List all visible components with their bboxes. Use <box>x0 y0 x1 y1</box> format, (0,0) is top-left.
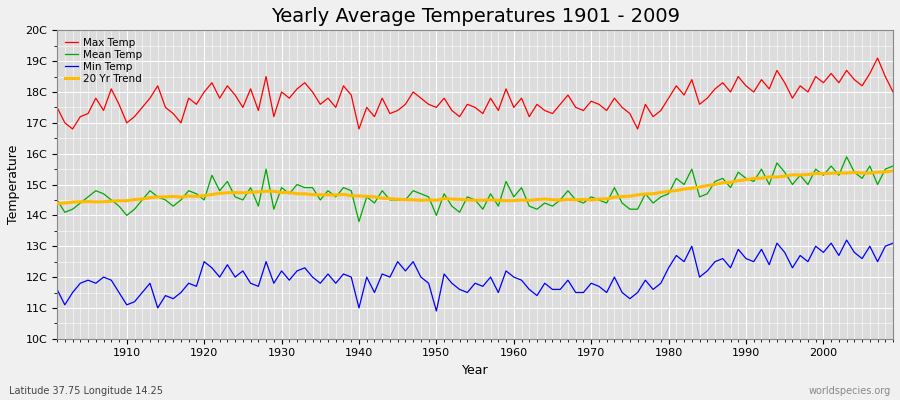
Min Temp <box>609 275 620 280</box>
Min Temp <box>51 287 62 292</box>
Line: Min Temp: Min Temp <box>57 240 893 311</box>
Mean Temp <box>354 219 364 224</box>
Line: Mean Temp: Mean Temp <box>57 157 893 222</box>
20 Yr Trend <box>113 198 124 203</box>
Max Temp <box>122 120 132 125</box>
Max Temp <box>51 105 62 110</box>
Min Temp <box>284 278 294 282</box>
20 Yr Trend <box>887 168 898 173</box>
Text: Latitude 37.75 Longitude 14.25: Latitude 37.75 Longitude 14.25 <box>9 386 163 396</box>
Max Temp <box>292 86 302 91</box>
Max Temp <box>516 96 526 100</box>
Max Temp <box>887 90 898 94</box>
20 Yr Trend <box>601 196 612 201</box>
Min Temp <box>508 275 519 280</box>
Min Temp <box>516 278 526 282</box>
20 Yr Trend <box>330 192 341 197</box>
Mean Temp <box>516 185 526 190</box>
Title: Yearly Average Temperatures 1901 - 2009: Yearly Average Temperatures 1901 - 2009 <box>271 7 680 26</box>
20 Yr Trend <box>51 201 62 206</box>
Mean Temp <box>887 164 898 168</box>
Text: worldspecies.org: worldspecies.org <box>809 386 891 396</box>
Mean Temp <box>609 185 620 190</box>
Max Temp <box>508 105 519 110</box>
20 Yr Trend <box>284 190 294 195</box>
Line: Max Temp: Max Temp <box>57 58 893 129</box>
Min Temp <box>113 290 124 295</box>
Max Temp <box>872 56 883 60</box>
Mean Temp <box>842 154 852 159</box>
20 Yr Trend <box>500 198 511 203</box>
Y-axis label: Temperature: Temperature <box>7 145 20 224</box>
Min Temp <box>431 309 442 314</box>
Legend: Max Temp, Mean Temp, Min Temp, 20 Yr Trend: Max Temp, Mean Temp, Min Temp, 20 Yr Tre… <box>61 33 147 88</box>
Min Temp <box>330 281 341 286</box>
X-axis label: Year: Year <box>462 364 489 377</box>
Min Temp <box>842 238 852 242</box>
Mean Temp <box>284 191 294 196</box>
Min Temp <box>887 241 898 246</box>
Max Temp <box>609 96 620 100</box>
Mean Temp <box>113 204 124 208</box>
Mean Temp <box>508 194 519 199</box>
Line: 20 Yr Trend: 20 Yr Trend <box>57 171 893 203</box>
Max Temp <box>338 84 349 88</box>
Max Temp <box>68 126 78 131</box>
Mean Temp <box>51 198 62 202</box>
Mean Temp <box>330 194 341 199</box>
20 Yr Trend <box>508 198 519 203</box>
